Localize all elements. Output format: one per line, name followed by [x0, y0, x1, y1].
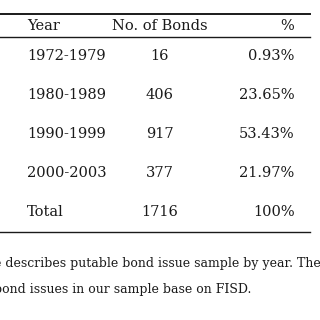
Text: Total: Total: [27, 205, 64, 220]
Text: 21.97%: 21.97%: [239, 166, 294, 180]
Text: 406: 406: [146, 88, 174, 102]
Text: 100%: 100%: [253, 205, 294, 220]
Text: 23.65%: 23.65%: [239, 88, 294, 102]
Text: 377: 377: [146, 166, 174, 180]
Text: 1980-1989: 1980-1989: [27, 88, 106, 102]
Text: No. of Bonds: No. of Bonds: [112, 19, 208, 33]
Text: 1990-1999: 1990-1999: [27, 127, 106, 141]
Text: 53.43%: 53.43%: [239, 127, 294, 141]
Text: 16: 16: [151, 49, 169, 63]
Text: Year: Year: [27, 19, 60, 33]
Text: 2000-2003: 2000-2003: [27, 166, 107, 180]
Text: 1972-1979: 1972-1979: [27, 49, 106, 63]
Text: 917: 917: [146, 127, 174, 141]
Text: bond issues in our sample base on FISD.: bond issues in our sample base on FISD.: [0, 283, 251, 296]
Text: 1716: 1716: [141, 205, 179, 220]
Text: e describes putable bond issue sample by year. There: e describes putable bond issue sample by…: [0, 258, 320, 270]
Text: 0.93%: 0.93%: [248, 49, 294, 63]
Text: %: %: [281, 19, 294, 33]
